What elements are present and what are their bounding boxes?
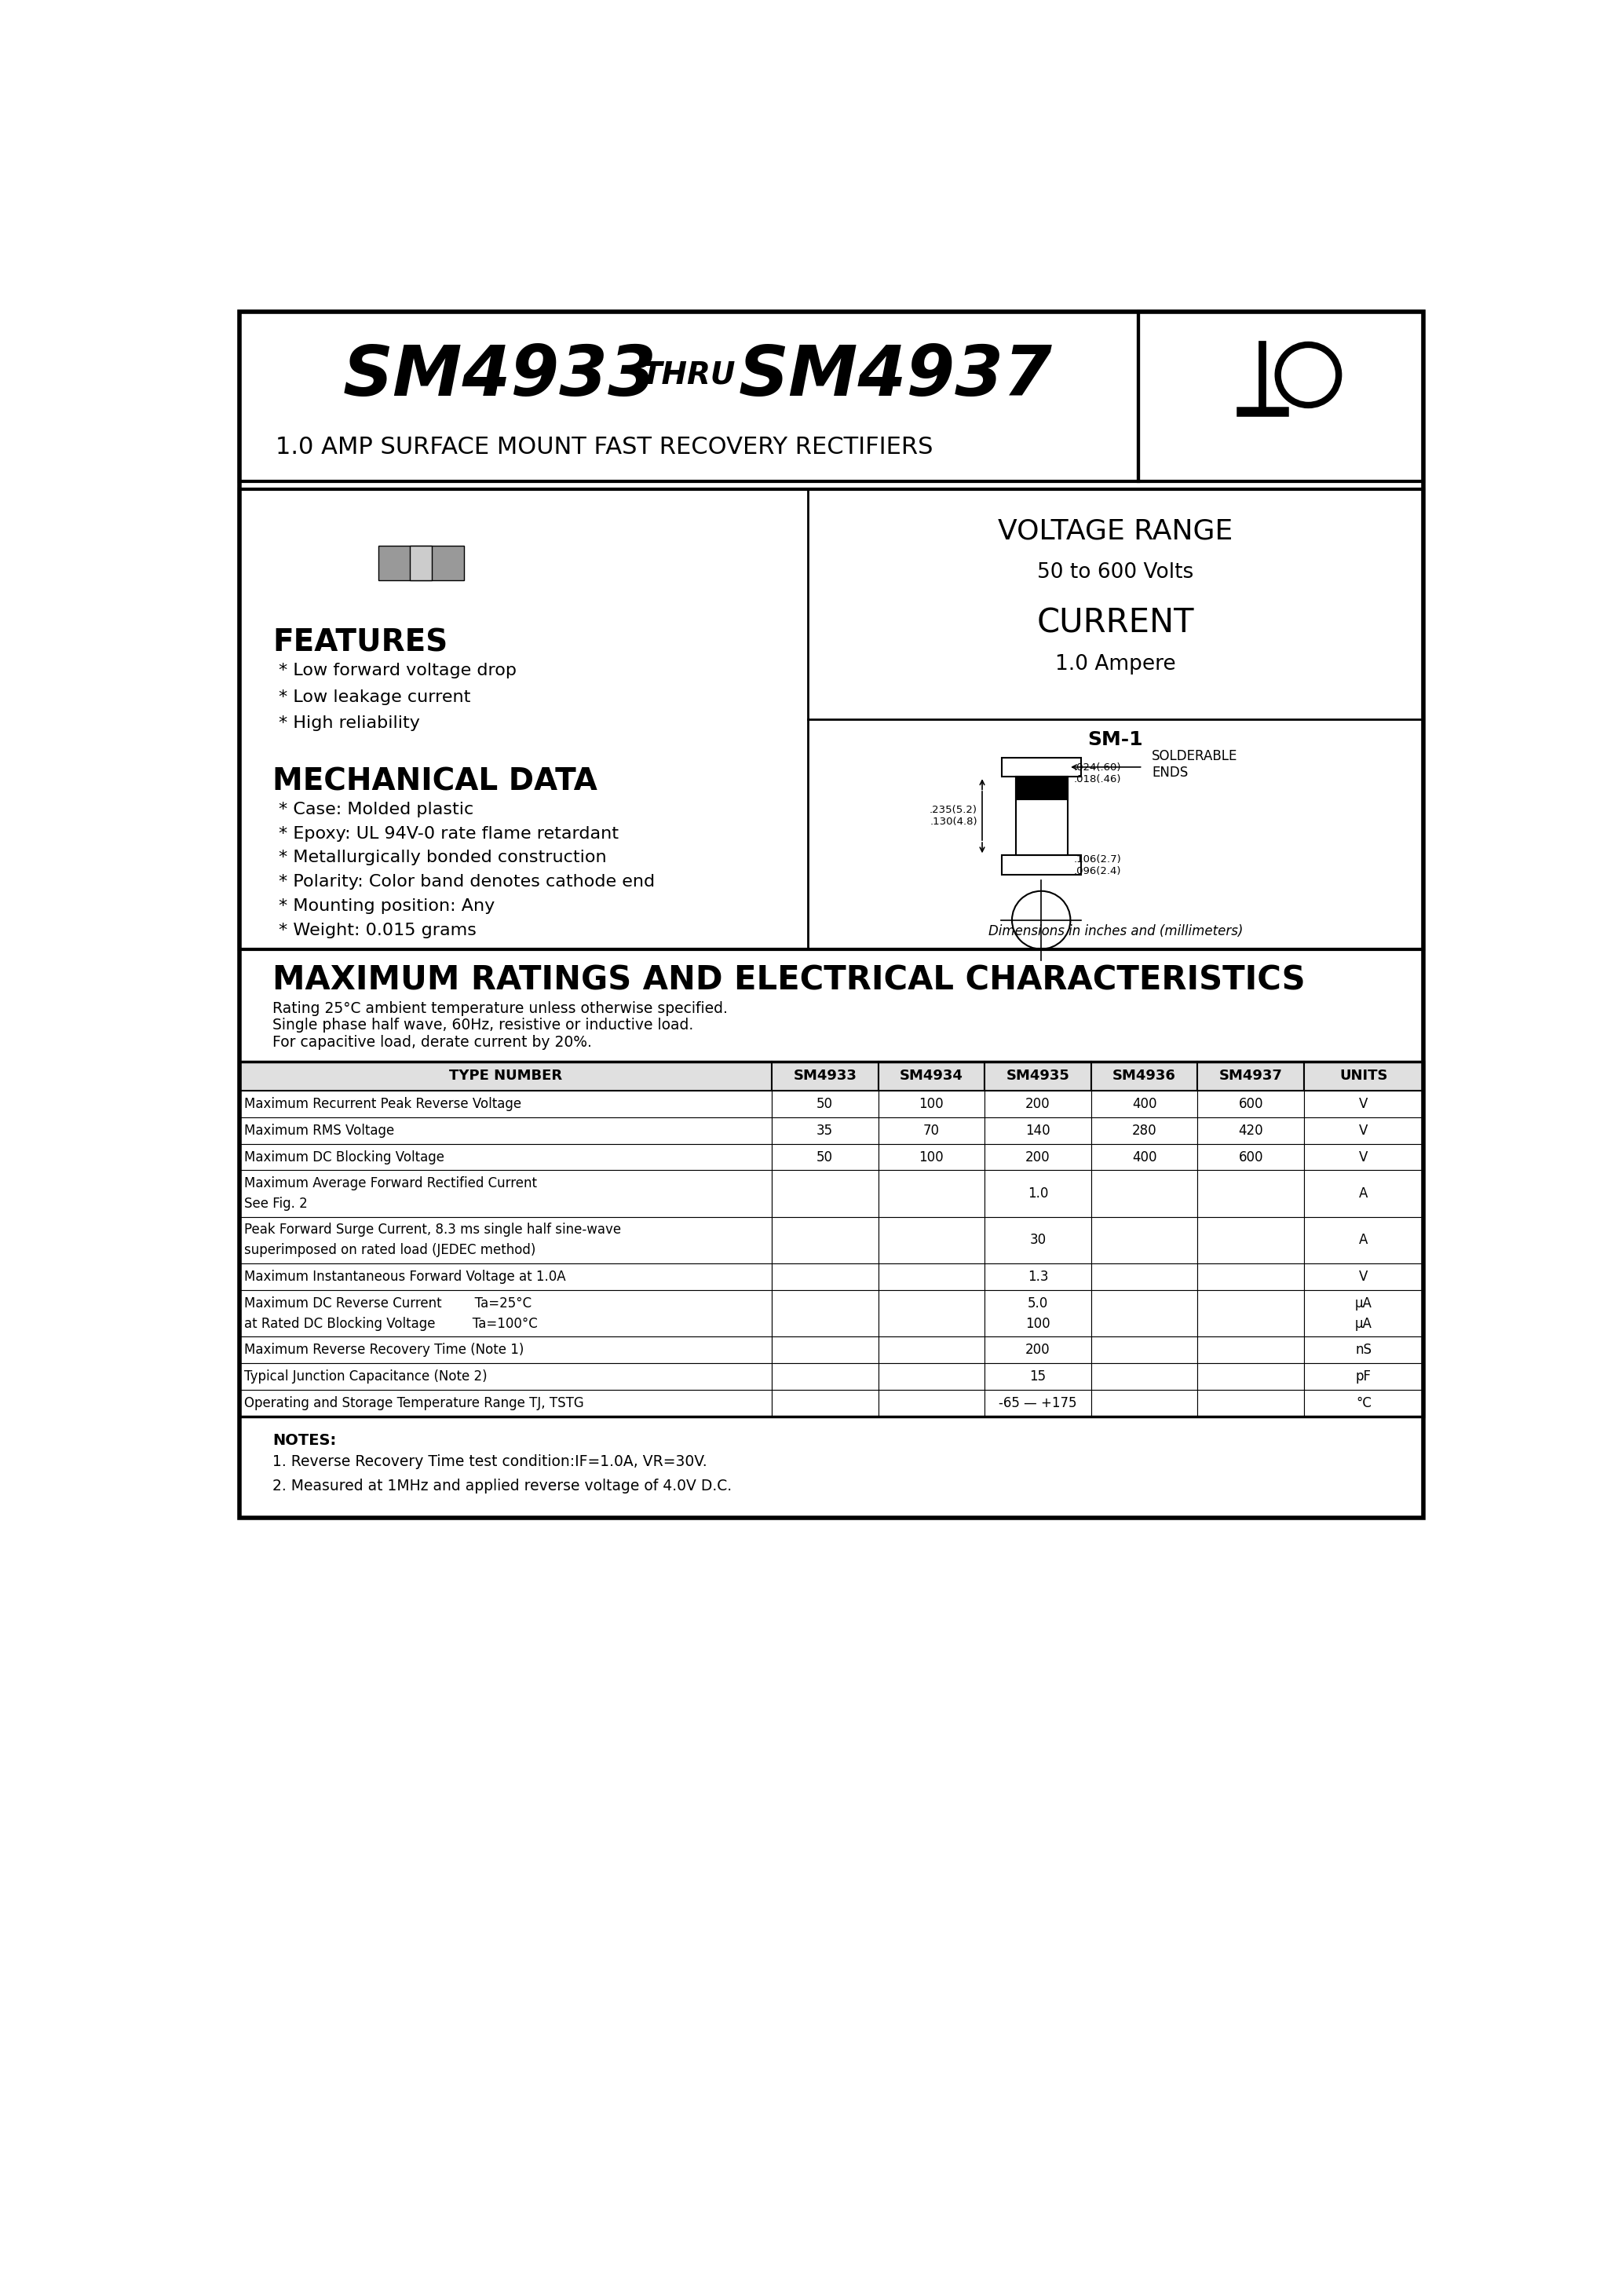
- Bar: [1092, 1364, 1197, 1389]
- Text: 100: 100: [920, 1097, 944, 1111]
- Bar: [240, 1290, 772, 1336]
- Text: Maximum Reverse Recovery Time (Note 1): Maximum Reverse Recovery Time (Note 1): [245, 1343, 524, 1357]
- Bar: [1092, 1290, 1197, 1336]
- Bar: [1092, 1389, 1197, 1417]
- Text: °C: °C: [1356, 1396, 1372, 1410]
- Bar: [1197, 1364, 1304, 1389]
- Bar: [772, 1061, 878, 1091]
- Text: Typical Junction Capacitance (Note 2): Typical Junction Capacitance (Note 2): [245, 1368, 487, 1384]
- Bar: [1092, 1143, 1197, 1171]
- Bar: [878, 1336, 985, 1364]
- Bar: [772, 1118, 878, 1143]
- Text: Single phase half wave, 60Hz, resistive or inductive load.: Single phase half wave, 60Hz, resistive …: [272, 1017, 694, 1033]
- Text: Dimensions in inches and (millimeters): Dimensions in inches and (millimeters): [988, 923, 1242, 939]
- Bar: [240, 1171, 772, 1217]
- Bar: [1002, 856, 1080, 875]
- Bar: [1197, 1091, 1304, 1118]
- Bar: [985, 1217, 1092, 1263]
- Bar: [1304, 1061, 1422, 1091]
- Bar: [985, 1364, 1092, 1389]
- Bar: [240, 312, 1422, 1518]
- Bar: [240, 1389, 772, 1417]
- Bar: [878, 1118, 985, 1143]
- Bar: [1304, 1143, 1422, 1171]
- Bar: [240, 489, 1422, 948]
- Text: Maximum Recurrent Peak Reverse Voltage: Maximum Recurrent Peak Reverse Voltage: [245, 1097, 521, 1111]
- Bar: [985, 1061, 1092, 1091]
- Text: 100: 100: [1025, 1316, 1051, 1332]
- Bar: [772, 1389, 878, 1417]
- Bar: [1197, 1217, 1304, 1263]
- Text: UNITS: UNITS: [1340, 1070, 1388, 1084]
- Text: FEATURES: FEATURES: [272, 627, 448, 657]
- Text: 2. Measured at 1MHz and applied reverse voltage of 4.0V D.C.: 2. Measured at 1MHz and applied reverse …: [272, 1479, 732, 1495]
- Text: NOTES:: NOTES:: [272, 1433, 336, 1449]
- Text: 70: 70: [923, 1123, 939, 1137]
- Bar: [1304, 1336, 1422, 1364]
- Text: -65 — +175: -65 — +175: [999, 1396, 1077, 1410]
- Bar: [772, 1171, 878, 1217]
- Bar: [240, 1091, 772, 1118]
- Text: 400: 400: [1132, 1150, 1156, 1164]
- Text: Maximum DC Blocking Voltage: Maximum DC Blocking Voltage: [245, 1150, 444, 1164]
- Text: * Weight: 0.015 grams: * Weight: 0.015 grams: [279, 923, 477, 939]
- Text: 400: 400: [1132, 1097, 1156, 1111]
- Bar: [1015, 776, 1067, 799]
- Bar: [240, 1336, 772, 1364]
- Text: Peak Forward Surge Current, 8.3 ms single half sine-wave: Peak Forward Surge Current, 8.3 ms singl…: [245, 1224, 621, 1238]
- Bar: [1092, 1263, 1197, 1290]
- Bar: [1015, 776, 1067, 856]
- Bar: [772, 1143, 878, 1171]
- Text: .235(5.2)
.130(4.8): .235(5.2) .130(4.8): [929, 806, 978, 827]
- Text: SM4934: SM4934: [900, 1070, 963, 1084]
- Bar: [878, 1290, 985, 1336]
- Text: Maximum Average Forward Rectified Current: Maximum Average Forward Rectified Curren…: [245, 1176, 537, 1189]
- Bar: [985, 1118, 1092, 1143]
- Text: 50: 50: [816, 1097, 834, 1111]
- Text: 600: 600: [1239, 1150, 1264, 1164]
- Bar: [772, 1091, 878, 1118]
- Text: μA: μA: [1354, 1295, 1372, 1311]
- Bar: [985, 1263, 1092, 1290]
- Bar: [1092, 1091, 1197, 1118]
- Bar: [240, 1061, 1422, 1417]
- Bar: [1197, 1118, 1304, 1143]
- Text: V: V: [1359, 1123, 1367, 1137]
- Bar: [1002, 758, 1080, 776]
- Text: .106(2.7)
.096(2.4): .106(2.7) .096(2.4): [1074, 854, 1122, 877]
- Bar: [240, 1118, 772, 1143]
- Text: Maximum RMS Voltage: Maximum RMS Voltage: [245, 1123, 394, 1137]
- Bar: [878, 1217, 985, 1263]
- Text: SM4933: SM4933: [793, 1070, 856, 1084]
- Bar: [378, 546, 464, 581]
- Bar: [1197, 1143, 1304, 1171]
- Text: Maximum DC Reverse Current        Ta=25°C: Maximum DC Reverse Current Ta=25°C: [245, 1295, 532, 1311]
- Text: SOLDERABLE
ENDS: SOLDERABLE ENDS: [1152, 748, 1238, 781]
- Text: See Fig. 2: See Fig. 2: [245, 1196, 308, 1210]
- Bar: [410, 546, 431, 581]
- Text: 1.0 Ampere: 1.0 Ampere: [1056, 654, 1176, 675]
- Text: V: V: [1359, 1270, 1367, 1283]
- Bar: [985, 1091, 1092, 1118]
- Text: V: V: [1359, 1097, 1367, 1111]
- Text: 200: 200: [1025, 1097, 1051, 1111]
- Bar: [1197, 1389, 1304, 1417]
- Bar: [1304, 1290, 1422, 1336]
- Text: * Low leakage current: * Low leakage current: [279, 689, 470, 705]
- Text: A: A: [1359, 1233, 1367, 1247]
- Text: 1.0 AMP SURFACE MOUNT FAST RECOVERY RECTIFIERS: 1.0 AMP SURFACE MOUNT FAST RECOVERY RECT…: [276, 436, 933, 459]
- Text: 100: 100: [920, 1150, 944, 1164]
- Bar: [1304, 1364, 1422, 1389]
- Bar: [1092, 1336, 1197, 1364]
- Text: 1.0: 1.0: [1027, 1187, 1048, 1201]
- Text: * Epoxy: UL 94V-0 rate flame retardant: * Epoxy: UL 94V-0 rate flame retardant: [279, 827, 618, 840]
- Text: MECHANICAL DATA: MECHANICAL DATA: [272, 767, 597, 797]
- Text: 200: 200: [1025, 1343, 1051, 1357]
- Bar: [878, 1091, 985, 1118]
- Bar: [878, 1143, 985, 1171]
- Bar: [240, 312, 1139, 482]
- Bar: [878, 1263, 985, 1290]
- Text: 140: 140: [1025, 1123, 1051, 1137]
- Text: 200: 200: [1025, 1150, 1051, 1164]
- Text: SM4937: SM4937: [738, 342, 1053, 411]
